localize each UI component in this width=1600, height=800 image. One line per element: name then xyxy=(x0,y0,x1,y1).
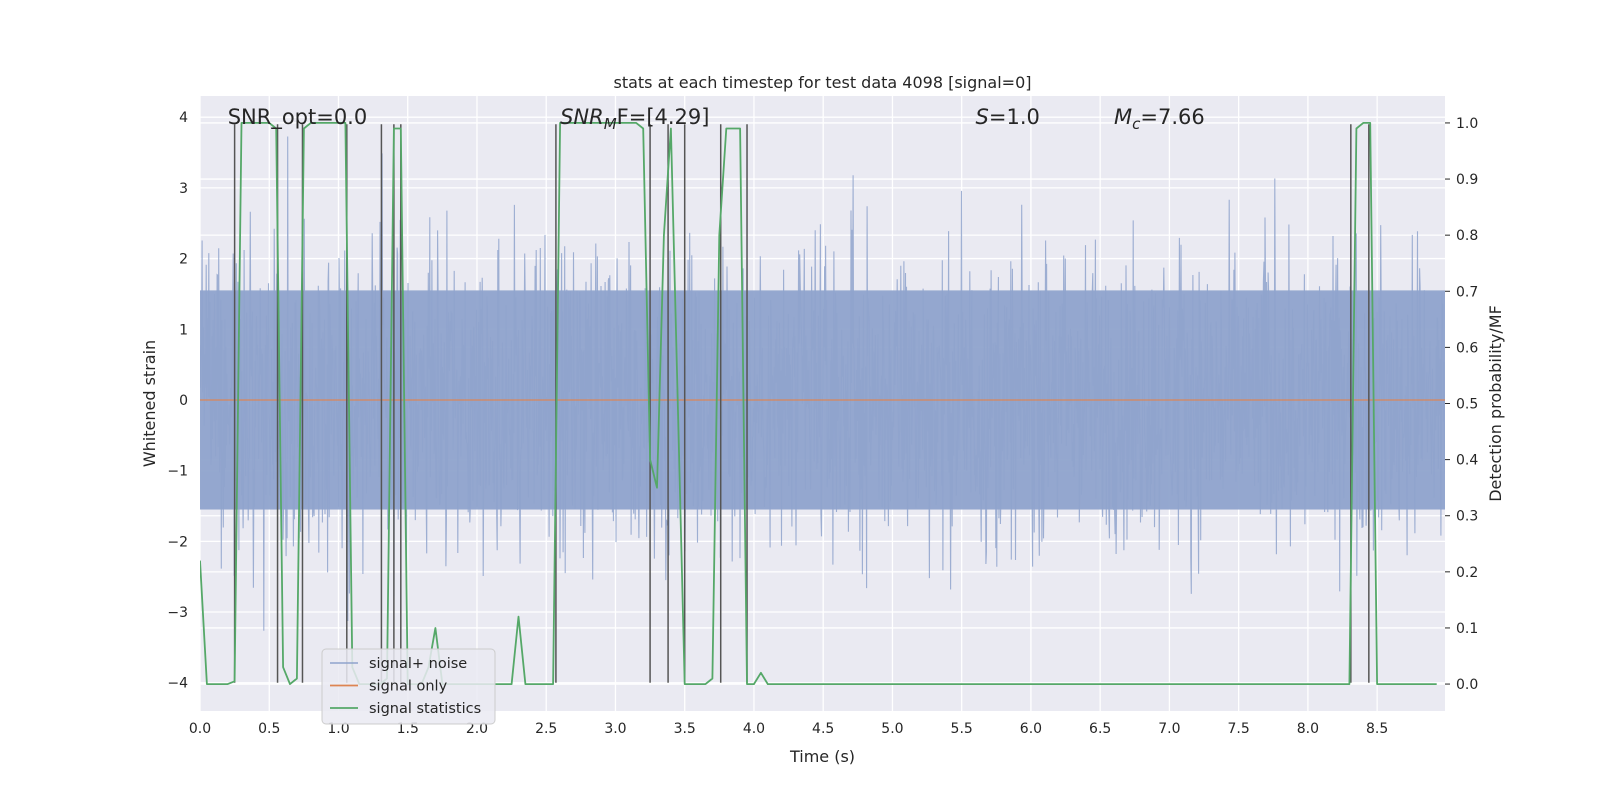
x-tick-label: 3.5 xyxy=(674,721,696,737)
y2-tick-label: 0.3 xyxy=(1456,509,1478,525)
x-tick-label: 6.0 xyxy=(1020,721,1042,737)
y2-tick-label: 0.7 xyxy=(1456,284,1478,300)
x-tick-label: 5.0 xyxy=(881,721,903,737)
annotation-value: =1.0 xyxy=(989,105,1040,129)
annotation: Mc=7.66 xyxy=(1114,105,1205,133)
y2-tick-label: 1.0 xyxy=(1456,116,1478,132)
annotation-subscript: c xyxy=(1132,115,1141,133)
axes: 0.0 0.5 1.0 1.5 2.0 2.5 3.0 3.5 4.0 4.5 5.0 5.5 6.0 6… xyxy=(167,110,1478,737)
annotation: S=1.0 xyxy=(976,105,1040,129)
x-tick-label: 0.5 xyxy=(258,721,280,737)
x-tick-label: 1.5 xyxy=(397,721,419,737)
y2-axis-label: Detection probability/MF xyxy=(1486,305,1505,502)
annotation-symbol: S xyxy=(976,105,989,129)
y-tick-label: −1 xyxy=(167,464,188,480)
annotation-value: =7.66 xyxy=(1140,105,1204,129)
y-tick-label: 4 xyxy=(179,110,188,126)
y2-tick-label: 0.8 xyxy=(1456,228,1478,244)
chart-title: stats at each timestep for test data 409… xyxy=(613,73,1031,92)
annotation-value: F=[4.29] xyxy=(617,105,710,129)
legend-label: signal only xyxy=(369,679,448,695)
annotations: SNR_opt=0.0 SNRMF=[4.29] S=1.0 Mc=7.66 xyxy=(228,105,1205,133)
y2-tick-label: 0.5 xyxy=(1456,397,1478,413)
x-tick-label: 3.0 xyxy=(604,721,626,737)
annotation: SNRMF=[4.29] xyxy=(560,105,709,133)
annotation-subscript: M xyxy=(604,115,617,133)
x-tick-label: 7.0 xyxy=(1158,721,1180,737)
y-tick-label: 1 xyxy=(179,322,188,338)
y2-tick-label: 0.4 xyxy=(1456,453,1478,469)
legend-label: signal statistics xyxy=(369,701,481,717)
x-tick-label: 1.0 xyxy=(327,721,349,737)
legend-label: signal+ noise xyxy=(369,656,467,672)
legend: signal+ noise signal only signal statistic… xyxy=(321,648,496,725)
y-tick-label: 2 xyxy=(179,252,188,268)
x-tick-label: 2.5 xyxy=(535,721,557,737)
legend-box xyxy=(321,648,496,725)
y-tick-label: 3 xyxy=(179,181,188,197)
signal-statistics-line xyxy=(200,122,1437,685)
x-tick-label: 2.0 xyxy=(466,721,488,737)
annotation-symbol: SNR_opt=0.0 xyxy=(228,105,368,130)
x-tick-label: 4.5 xyxy=(812,721,834,737)
y2-tick-label: 0.0 xyxy=(1456,677,1478,693)
y-tick-label: −3 xyxy=(167,605,188,621)
x-tick-label: 0.0 xyxy=(189,721,211,737)
x-tick-label: 6.5 xyxy=(1089,721,1111,737)
y2-tick-label: 0.1 xyxy=(1456,621,1478,637)
x-tick-label: 5.5 xyxy=(951,721,973,737)
y2-tick-label: 0.9 xyxy=(1456,172,1478,188)
x-axis-label: Time (s) xyxy=(789,747,855,766)
x-tick-label: 4.0 xyxy=(743,721,765,737)
x-tick-label: 8.0 xyxy=(1297,721,1319,737)
plot-area xyxy=(200,122,1445,685)
x-tick-label: 8.5 xyxy=(1366,721,1388,737)
y-axis-label: Whitened strain xyxy=(140,340,159,467)
annotation-symbol: SNR xyxy=(560,105,604,129)
y-tick-label: −4 xyxy=(167,676,188,692)
annotation-symbol: M xyxy=(1114,105,1132,129)
x-tick-label: 7.5 xyxy=(1228,721,1250,737)
y-tick-label: −2 xyxy=(167,534,188,550)
y2-tick-label: 0.2 xyxy=(1456,565,1478,581)
y-tick-label: 0 xyxy=(179,393,188,409)
y2-tick-label: 0.6 xyxy=(1456,340,1478,356)
annotation: SNR_opt=0.0 xyxy=(228,105,368,130)
